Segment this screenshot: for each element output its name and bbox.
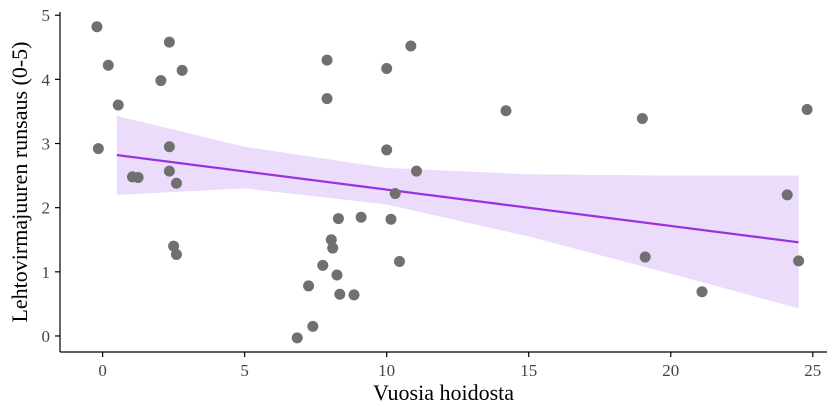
data-point-19 — [321, 54, 333, 66]
data-point-15 — [291, 332, 303, 344]
x-axis-title: Vuosia hoidosta — [373, 380, 514, 405]
y-tick-label-0: 0 — [42, 327, 51, 346]
trend-line — [116, 153, 799, 244]
data-point-16 — [303, 280, 315, 292]
data-point-29 — [381, 144, 393, 156]
data-point-9 — [176, 64, 188, 76]
data-point-25 — [334, 288, 346, 300]
data-point-12 — [170, 177, 182, 189]
data-point-30 — [385, 213, 397, 225]
axes: 0 5 10 15 20 25 0 1 2 3 4 5 — [42, 6, 827, 380]
data-point-17 — [307, 320, 319, 332]
y-axis-title: Lehtovirmajuuren runsaus (0-5) — [7, 41, 32, 322]
data-point-31 — [389, 188, 401, 200]
confidence-band-layer — [116, 115, 799, 309]
y-tick-label-4: 4 — [42, 70, 51, 89]
data-point-39 — [781, 189, 793, 201]
data-point-10 — [163, 141, 175, 153]
x-tick-label-0: 0 — [98, 361, 107, 380]
data-point-6 — [132, 172, 144, 184]
data-point-40 — [793, 255, 805, 267]
data-point-8 — [163, 36, 175, 48]
data-point-13 — [168, 240, 180, 252]
data-point-4 — [92, 143, 104, 155]
data-point-26 — [348, 289, 360, 301]
data-point-28 — [381, 62, 393, 74]
data-point-1 — [91, 21, 103, 33]
x-tick-label-15: 15 — [520, 361, 537, 380]
data-point-21 — [325, 234, 337, 246]
x-tick-label-10: 10 — [378, 361, 395, 380]
data-point-2 — [102, 59, 114, 71]
y-tick-label-3: 3 — [42, 135, 51, 154]
y-tick-label-1: 1 — [42, 263, 51, 282]
y-tick-label-2: 2 — [42, 199, 51, 218]
data-point-24 — [332, 213, 344, 225]
data-point-23 — [331, 269, 343, 281]
x-tick-label-20: 20 — [662, 361, 679, 380]
data-point-22 — [327, 242, 339, 254]
data-point-32 — [393, 256, 405, 268]
x-tick-label-25: 25 — [804, 361, 821, 380]
x-tick-label-5: 5 — [240, 361, 249, 380]
data-point-35 — [500, 105, 512, 117]
data-point-33 — [405, 40, 417, 52]
data-point-37 — [639, 251, 651, 263]
data-point-27 — [355, 211, 367, 223]
data-point-41 — [801, 104, 813, 116]
data-point-38 — [696, 286, 708, 298]
trend-line-layer — [116, 153, 799, 244]
data-points-layer — [91, 21, 813, 344]
y-tick-label-5: 5 — [42, 6, 51, 25]
data-point-36 — [636, 112, 648, 124]
data-point-3 — [112, 99, 124, 111]
data-point-20 — [321, 93, 333, 105]
data-point-14 — [170, 248, 182, 260]
data-point-34 — [411, 165, 423, 177]
confidence-band — [116, 115, 799, 309]
data-point-11 — [163, 165, 175, 177]
data-point-18 — [317, 259, 329, 271]
data-point-7 — [155, 75, 167, 87]
